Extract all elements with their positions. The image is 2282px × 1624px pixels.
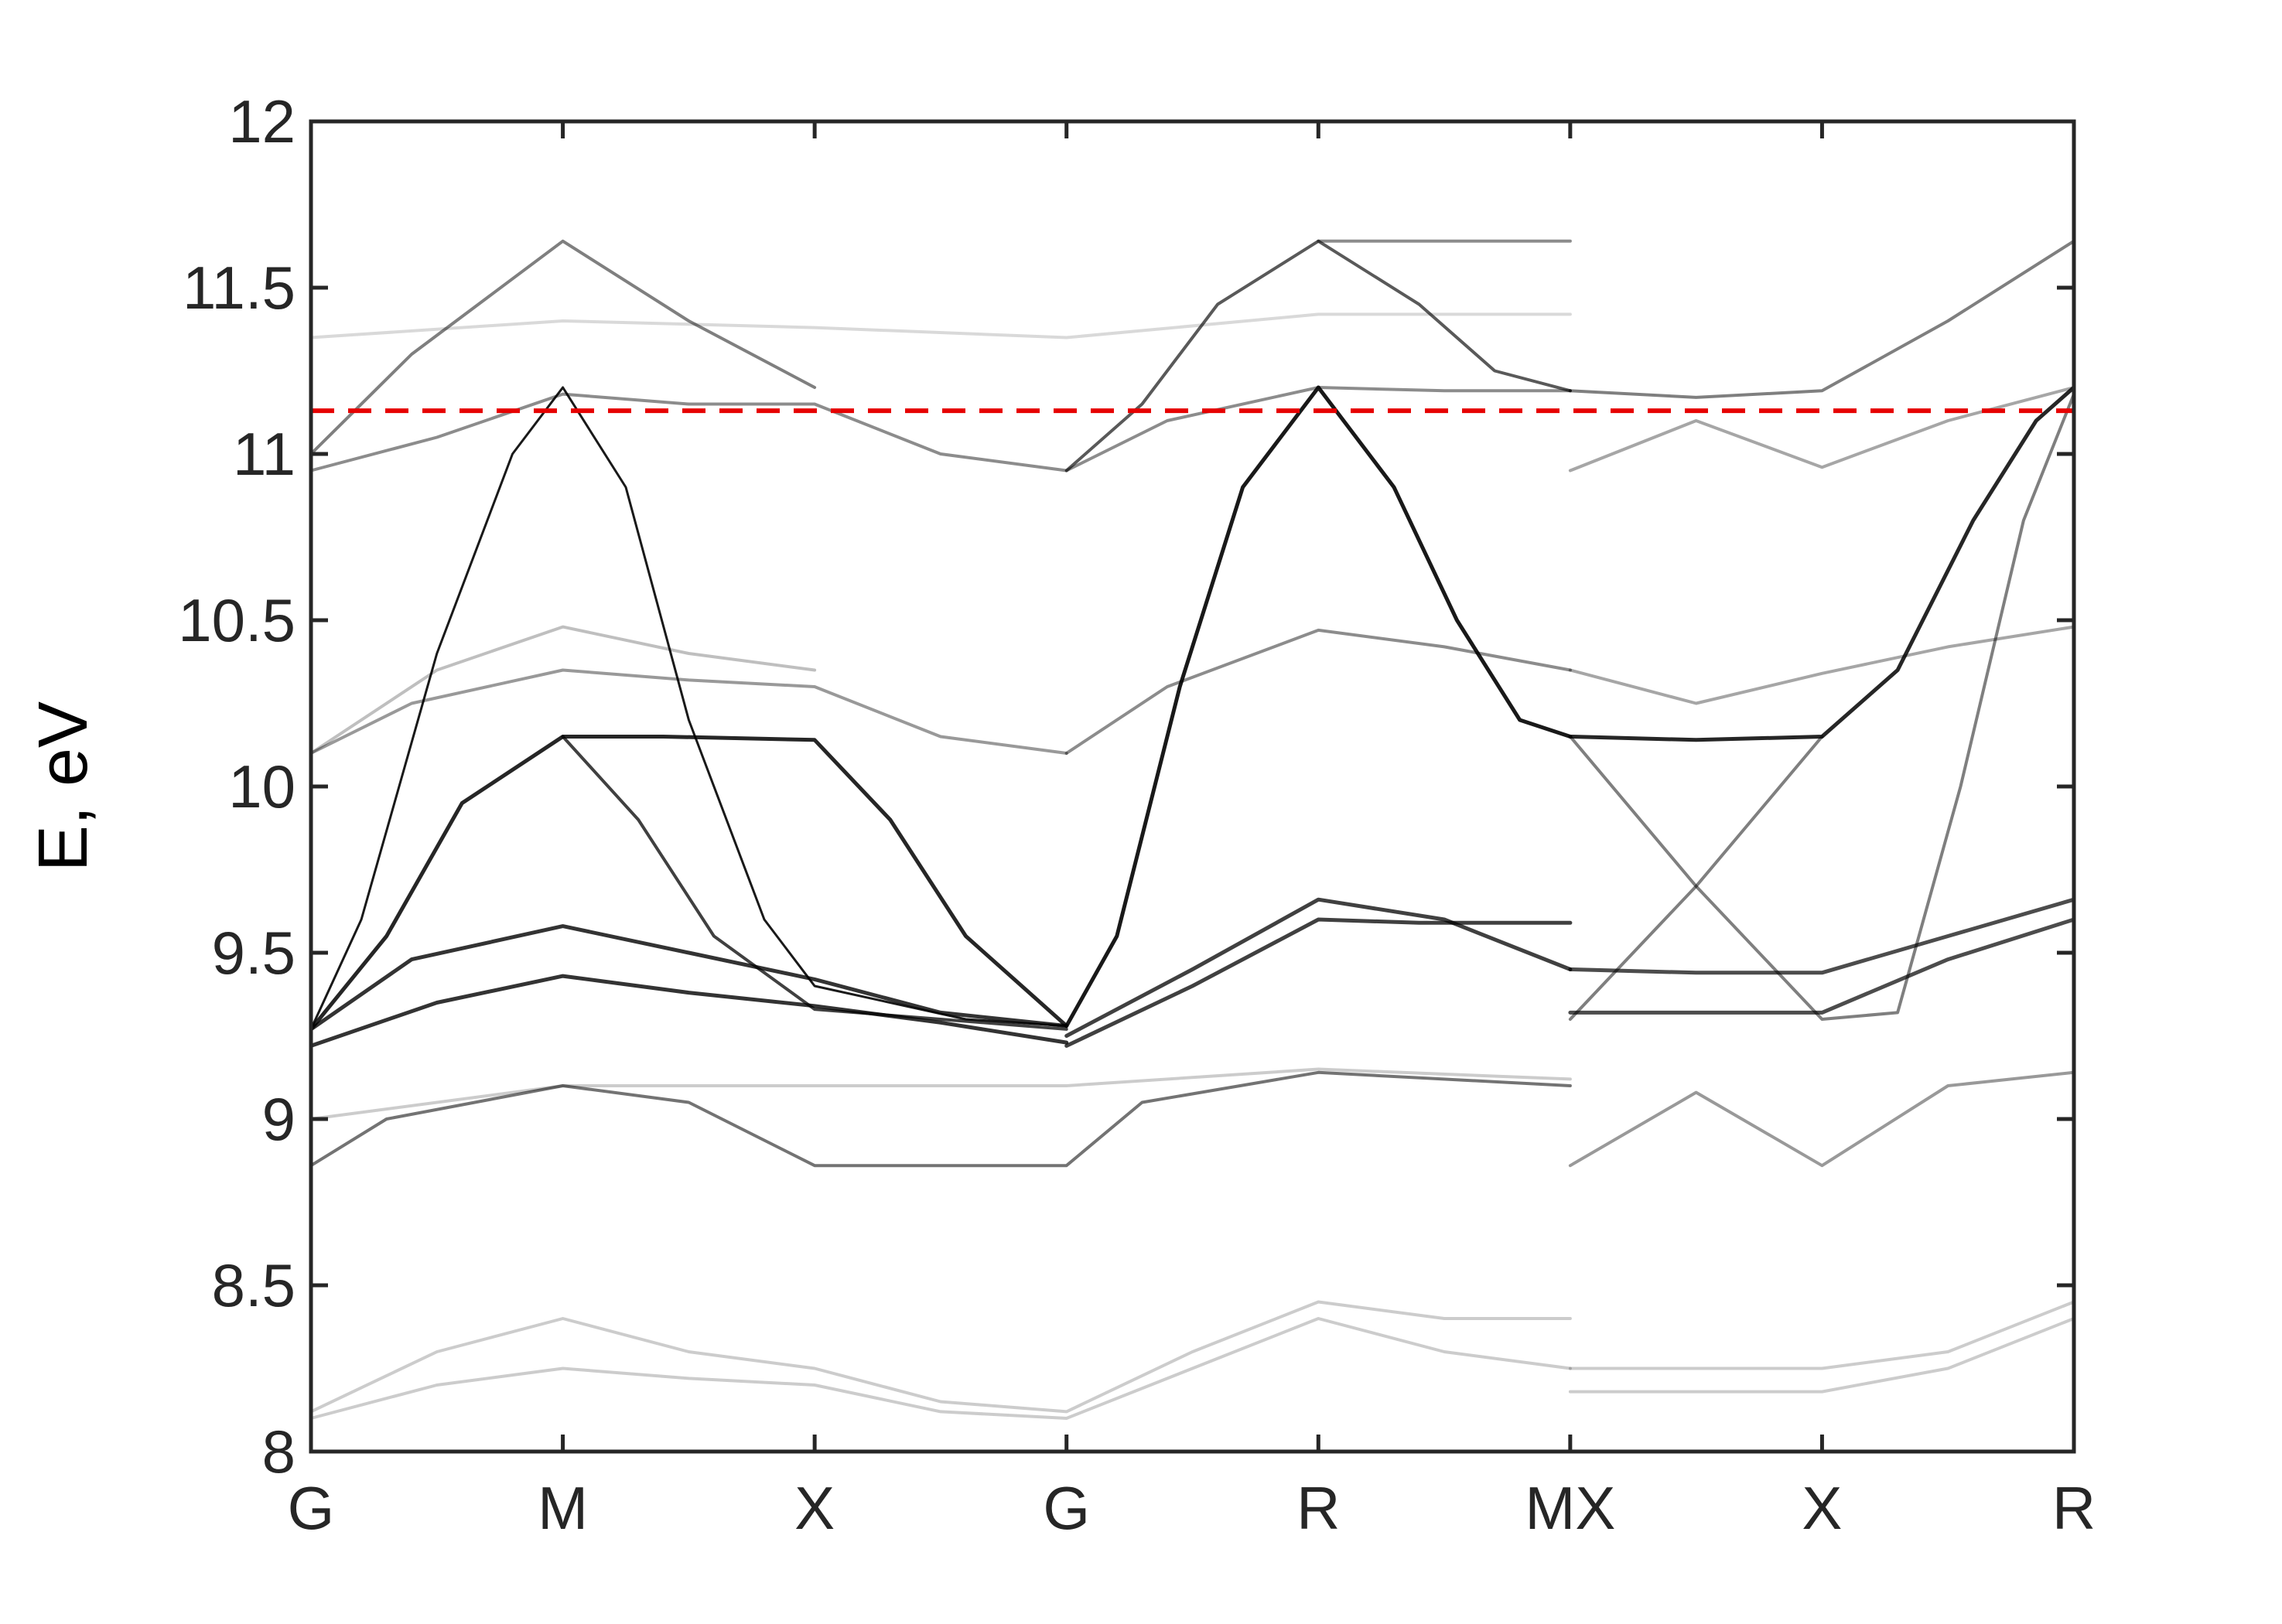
plot-area [309,119,2076,1454]
x-tick-label: MX [1525,1474,1615,1542]
band-line [1568,625,2075,705]
y-axis-title: E, eV [25,701,102,872]
band-line [1568,392,2075,1021]
band-line [309,312,1572,339]
y-tick-label: 9.5 [212,919,295,987]
band-line [1568,735,1824,1021]
band-line [1064,897,1573,1038]
band-line [309,668,1068,755]
band-line [1064,385,1573,1029]
band-line [309,1317,1572,1420]
y-tick-label: 10.5 [178,586,295,654]
x-tick-label: R [1296,1474,1340,1542]
band-line [309,1070,1572,1168]
x-tick-label: X [1802,1474,1842,1542]
band-line [309,924,1069,1032]
band-line [309,625,817,755]
y-tick-label: 9 [262,1085,295,1153]
y-tick-label: 8 [262,1418,295,1486]
band-line [1568,1070,2075,1168]
band-line [561,735,1068,1031]
band-line [1568,897,2076,975]
band-line [1064,628,1572,755]
y-tick-label: 11.5 [183,254,295,322]
x-tick-label: R [2052,1474,2096,1542]
band-line [1568,1317,2075,1394]
x-tick-label: G [1043,1474,1090,1542]
band-line [1064,917,1573,1048]
x-tick-label: G [288,1474,335,1542]
bands-layer [309,239,2076,1420]
band-line [1568,386,2075,473]
band-line [309,1067,1572,1121]
y-tick-label: 8.5 [212,1251,295,1319]
band-line [309,1300,1572,1414]
x-tick-label: X [794,1474,835,1542]
band-line [309,239,817,455]
band-line [1568,385,2076,742]
band-line [1064,239,1572,473]
y-axis: 8 8.5 9 9.5 10 10.5 11 11.5 12 [178,87,2074,1486]
y-tick-label: 12 [228,87,295,155]
band-line [309,735,1069,1032]
band-line [1568,917,2076,1015]
y-tick-label: 11 [233,420,295,488]
band-line [309,386,1572,473]
y-tick-label: 10 [228,752,295,821]
band-line [1568,1300,2075,1370]
band-line [309,386,1068,1031]
x-axis: G M X G R MX X R [288,121,2096,1542]
band-line [309,974,1069,1048]
x-tick-label: M [538,1474,588,1542]
band-line [1568,239,2075,399]
